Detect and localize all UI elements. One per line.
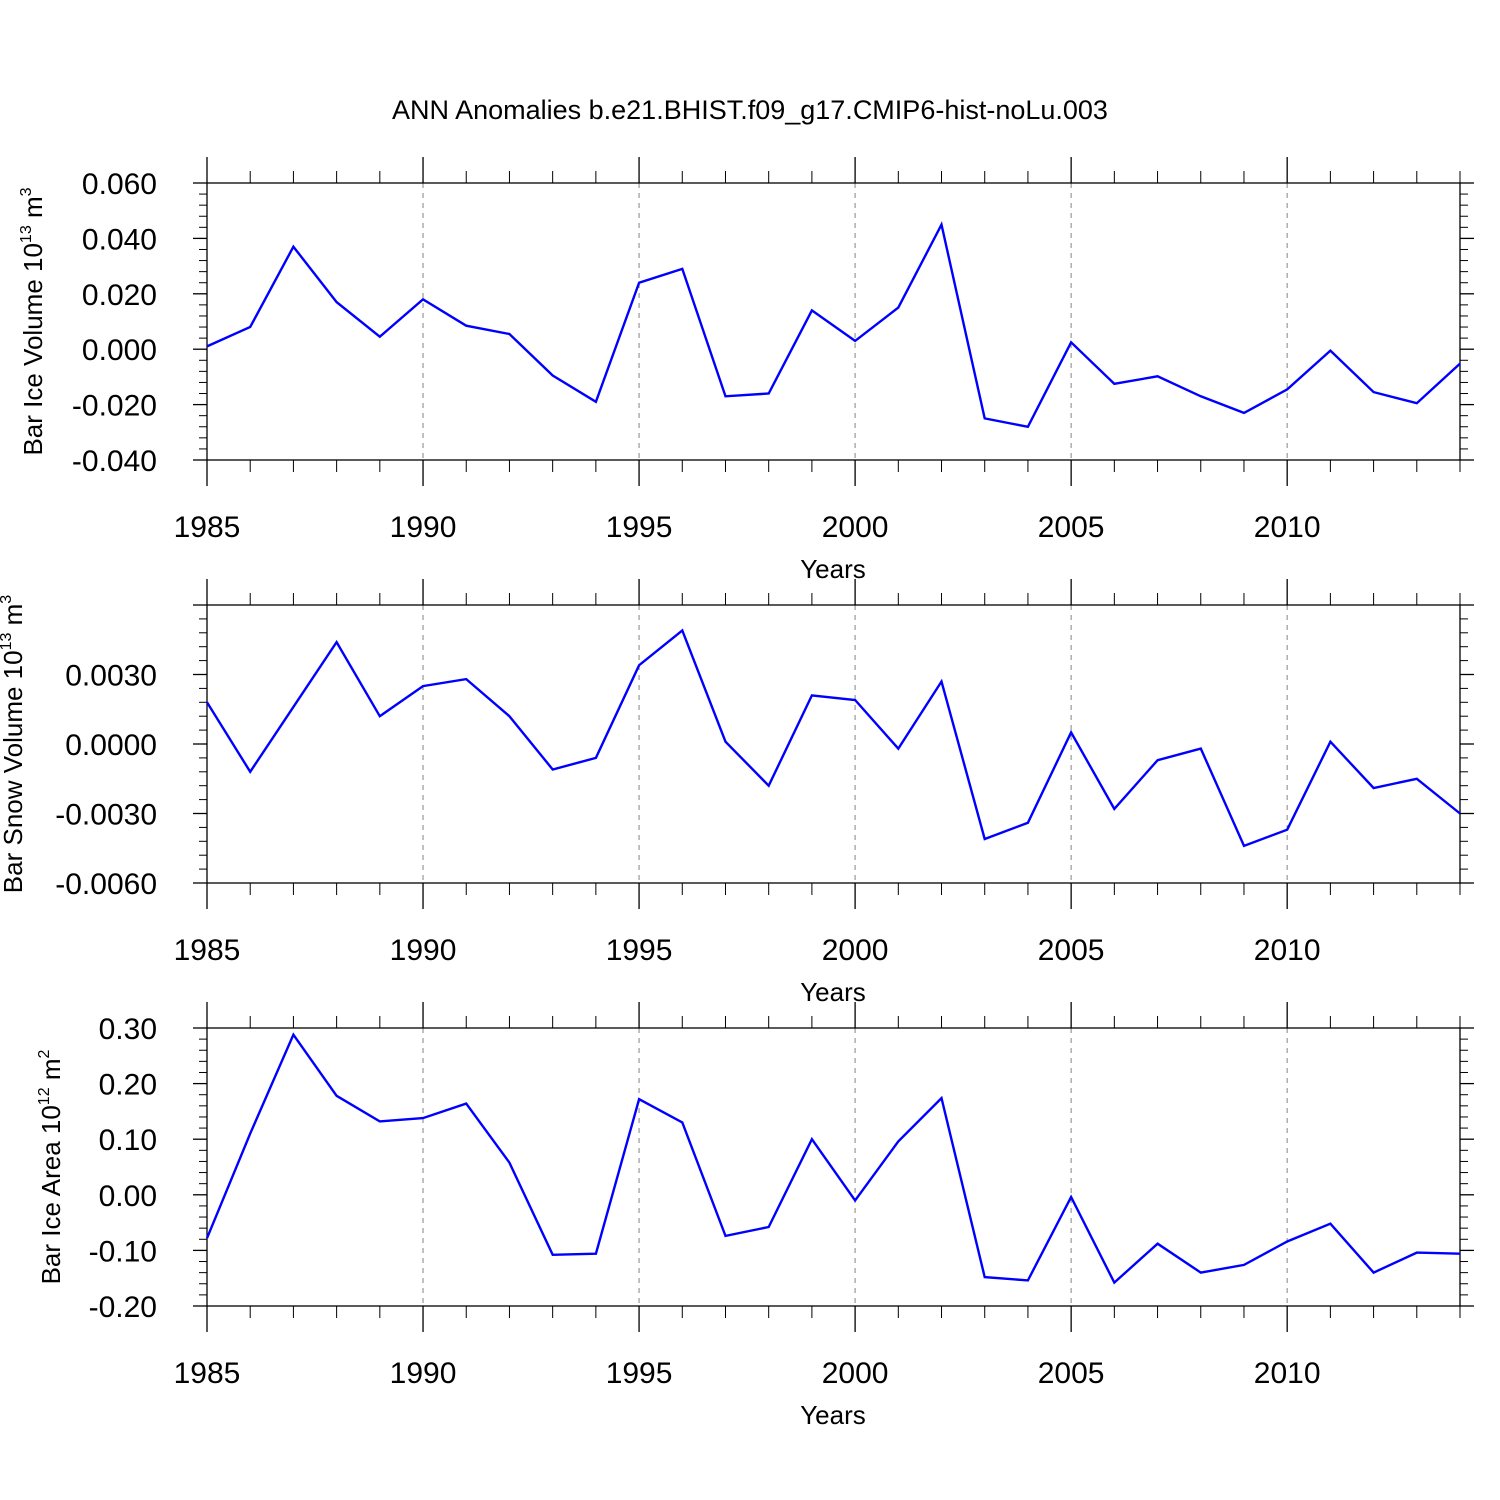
- x-tick-label: 2000: [822, 511, 889, 544]
- y-tick-label: -0.10: [89, 1235, 157, 1268]
- panels: -0.040 -0.020 0.000 0.020 0.040 0.060 1985 1990…: [0, 157, 1474, 1430]
- x-tick-label: 1985: [174, 511, 241, 544]
- y-axis-title-unit-exponent: 3: [18, 187, 35, 196]
- x-tick-label: 2005: [1038, 511, 1105, 544]
- y-tick-label: 0.30: [99, 1013, 157, 1046]
- x-tick-label: 1985: [174, 934, 241, 967]
- y-axis-title: Bar Ice Volume 1013 m3: [18, 187, 48, 455]
- y-tick-label: 0.000: [82, 334, 157, 367]
- y-axis-title: Bar Ice Area 1012 m2: [36, 1049, 66, 1284]
- x-tick-label: 1990: [390, 511, 457, 544]
- chart-title: ANN Anomalies b.e21.BHIST.f09_g17.CMIP6-…: [392, 95, 1108, 125]
- plot-frame: [206, 1027, 1461, 1307]
- y-tick-label: -0.20: [89, 1291, 157, 1324]
- y-tick-label: 0.020: [82, 279, 157, 312]
- panel-2: -0.0060 -0.0030 0.0000 0.0030 1985 1990 1995 20…: [0, 579, 1474, 1007]
- x-axis-title: Years: [800, 977, 866, 1007]
- series-line: [205, 1032, 1461, 1285]
- y-axis-title-unit: m: [36, 1058, 66, 1087]
- x-tick-label: 1995: [606, 511, 673, 544]
- y-axis-title-main: Bar Ice Area 10: [36, 1105, 66, 1284]
- plot-frame: [206, 604, 1461, 884]
- y-tick-label: -0.0030: [55, 799, 157, 832]
- series-line: [206, 221, 1461, 429]
- panel-3: -0.20 -0.10 0.00 0.10 0.20 0.30 1985 1990 1995 20…: [36, 1002, 1474, 1430]
- y-axis-title-exponent: 13: [0, 632, 15, 650]
- x-tick-label: 2010: [1254, 511, 1321, 544]
- x-tick-label: 2005: [1038, 934, 1105, 967]
- x-tick-label: 1985: [174, 1357, 241, 1390]
- y-axis-title-unit: m: [0, 604, 28, 633]
- panel-1: -0.040 -0.020 0.000 0.020 0.040 0.060 1985 1990…: [18, 157, 1474, 584]
- x-tick-label: 2010: [1254, 1357, 1321, 1390]
- x-tick-label: 2000: [822, 1357, 889, 1390]
- x-tick-label: 2000: [822, 934, 889, 967]
- y-axis-title-exponent: 12: [36, 1087, 53, 1105]
- y-tick-label: 0.040: [82, 223, 157, 256]
- y-tick-label: -0.020: [72, 390, 157, 423]
- y-tick-label: 0.0000: [65, 729, 157, 762]
- y-axis-title-main: Bar Ice Volume 10: [18, 243, 48, 455]
- y-axis-title-exponent: 13: [18, 225, 35, 243]
- x-tick-label: 1995: [606, 934, 673, 967]
- x-tick-label: 1990: [390, 934, 457, 967]
- x-tick-label: 2010: [1254, 934, 1321, 967]
- y-tick-label: 0.0030: [65, 660, 157, 693]
- y-tick-label: 0.00: [99, 1180, 157, 1213]
- y-axis-title: Bar Snow Volume 1013 m3: [0, 595, 28, 894]
- y-tick-label: 0.10: [99, 1124, 157, 1157]
- x-tick-label: 2005: [1038, 1357, 1105, 1390]
- y-axis-title-main: Bar Snow Volume 10: [0, 650, 28, 893]
- x-axis-title: Years: [800, 1400, 866, 1430]
- x-tick-label: 1990: [390, 1357, 457, 1390]
- y-tick-label: 0.060: [82, 168, 157, 201]
- series-line: [205, 628, 1461, 848]
- y-axis-title-unit: m: [18, 196, 48, 225]
- y-axis-title-unit-exponent: 3: [0, 595, 15, 604]
- x-tick-label: 1995: [606, 1357, 673, 1390]
- y-axis-title-unit-exponent: 2: [36, 1049, 53, 1058]
- x-axis-title: Years: [800, 554, 866, 584]
- y-tick-label: -0.0060: [55, 868, 157, 901]
- y-tick-label: 0.20: [99, 1069, 157, 1102]
- y-tick-label: -0.040: [72, 445, 157, 478]
- plot-frame: [206, 182, 1461, 461]
